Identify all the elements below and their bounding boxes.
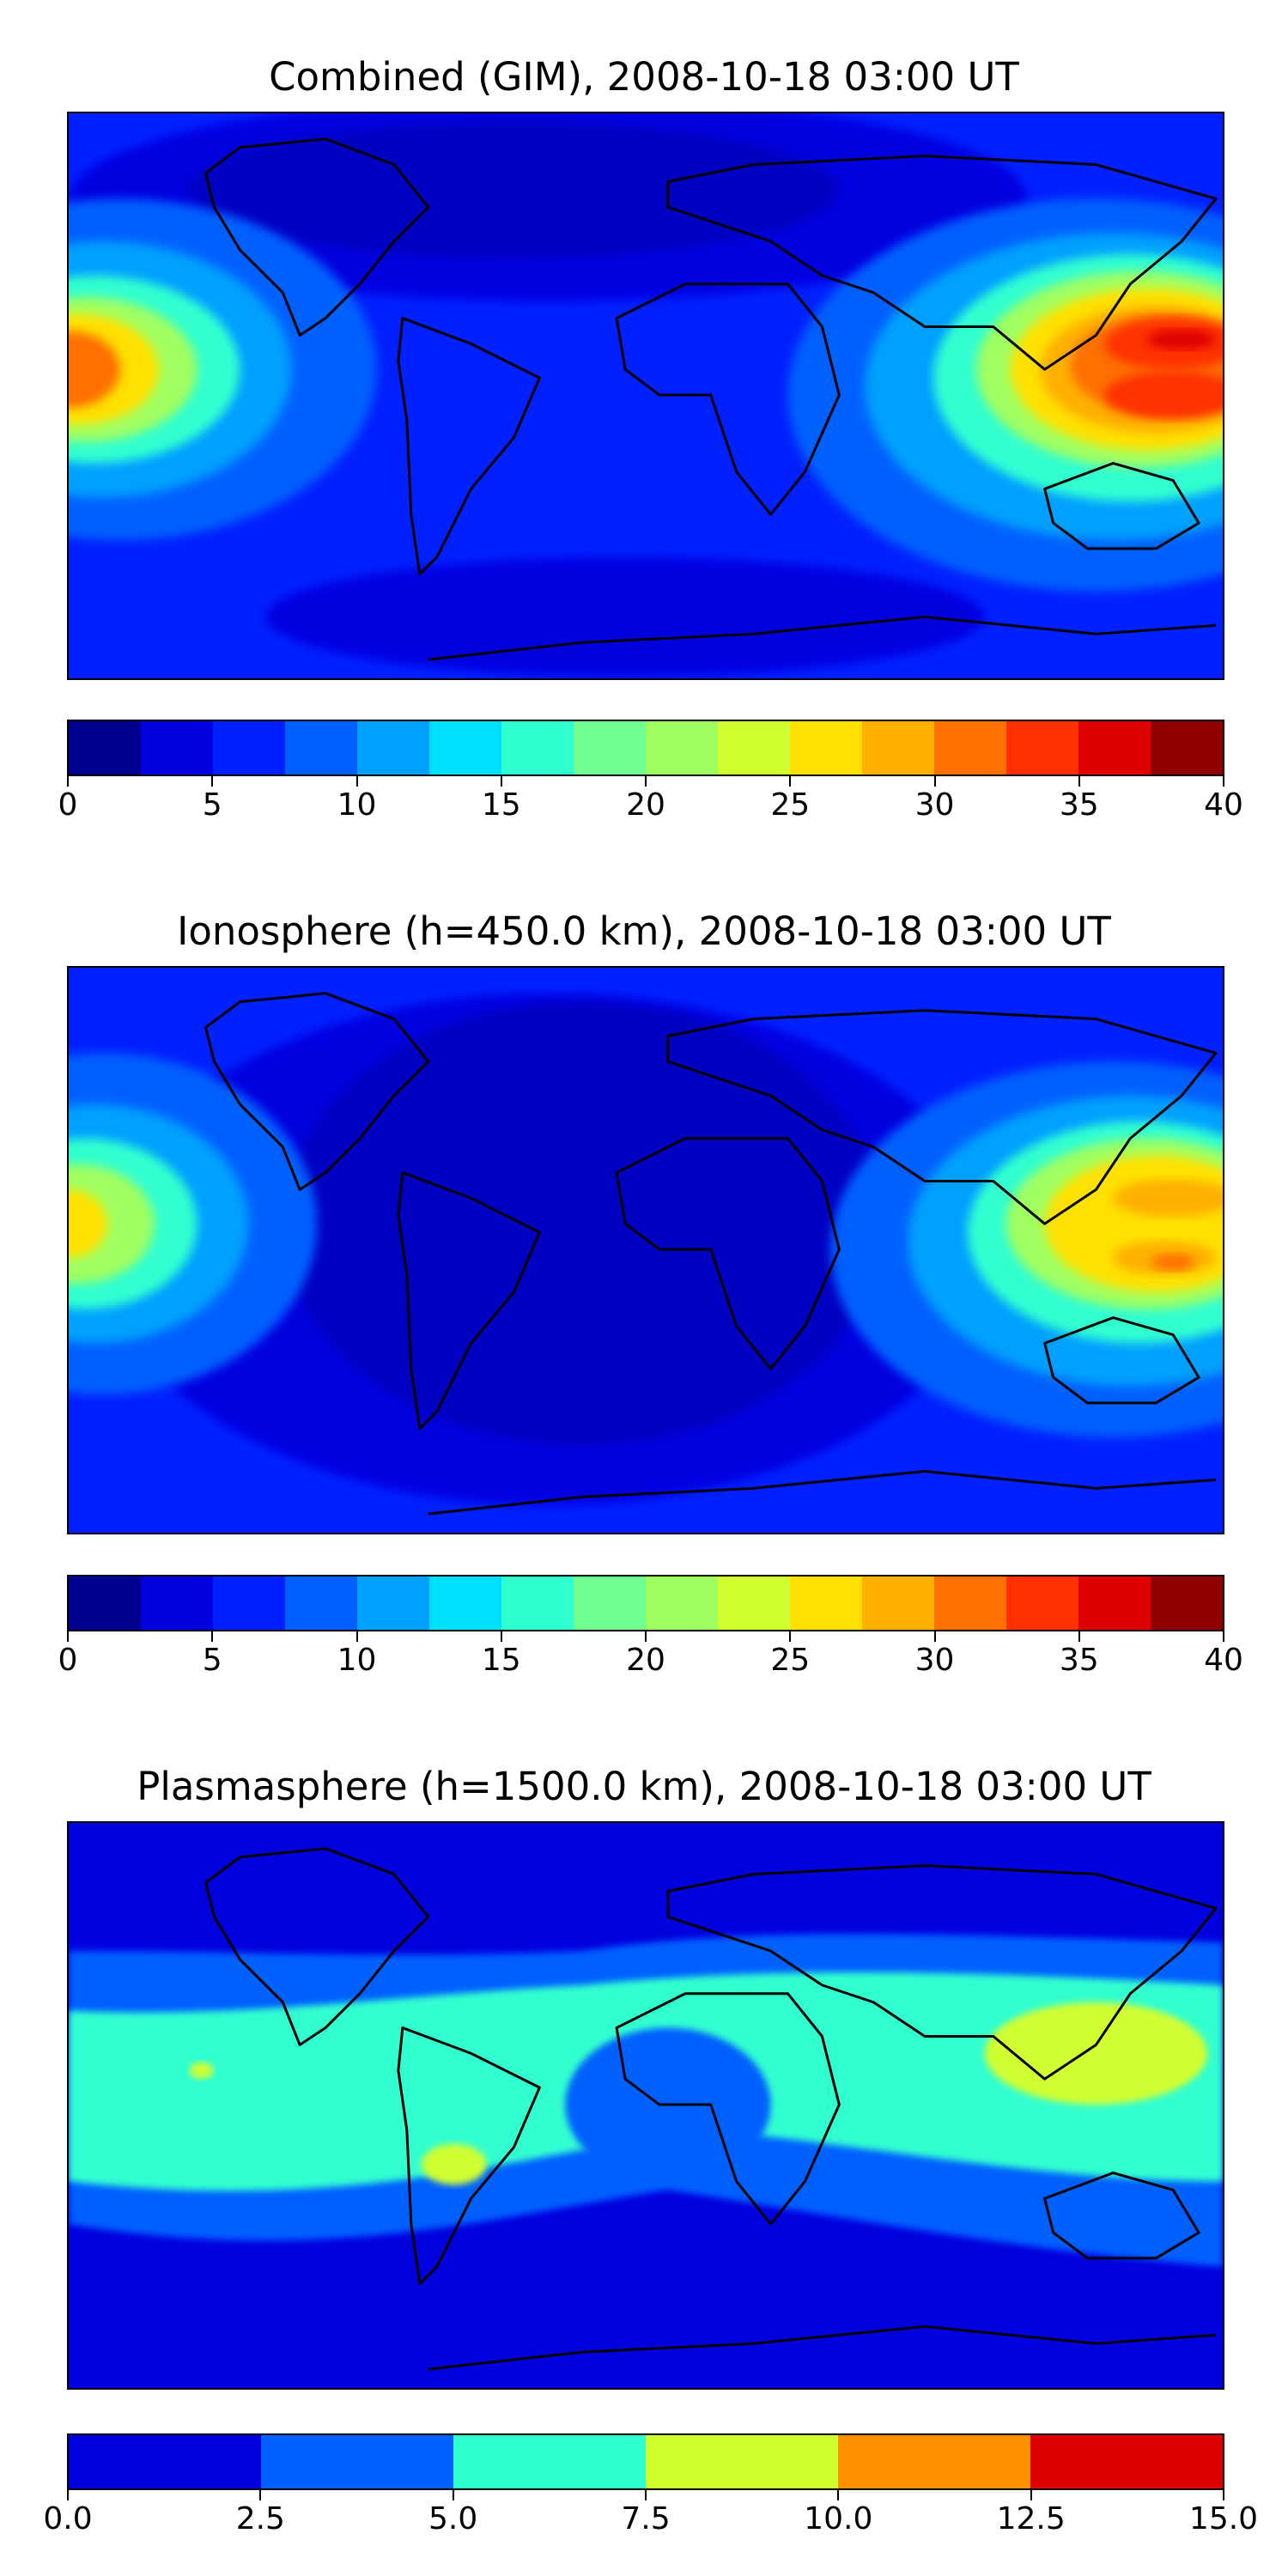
colorbar-tick xyxy=(1078,1631,1080,1642)
map-combined-gim xyxy=(67,112,1224,680)
colorbar-tick xyxy=(1223,776,1224,787)
colorbar-tick xyxy=(500,1631,502,1642)
map-title-combined: Combined (GIM), 2008-10-18 03:00 UT xyxy=(269,54,1019,100)
colorbar-tick-label: 30 xyxy=(914,1643,955,1678)
colorbar-swatch xyxy=(646,2435,838,2488)
colorbar-tick-label: 35 xyxy=(1059,787,1099,823)
colorbar-tick-label: 40 xyxy=(1204,1643,1243,1678)
colorbar-tick xyxy=(259,2490,262,2500)
colorbar-swatch xyxy=(285,721,357,775)
colorbar-swatch xyxy=(574,721,646,775)
colorbar-swatch xyxy=(1006,721,1078,775)
colorbar-combined xyxy=(67,720,1224,776)
colorbar-plasmasphere xyxy=(67,2433,1224,2490)
map-title-plasmasphere: Plasmasphere (h=1500.0 km), 2008-10-18 0… xyxy=(137,1764,1151,1809)
colorbar-tick xyxy=(1078,776,1080,787)
colorbar-tick-label: 15 xyxy=(481,787,521,823)
colorbar-swatch xyxy=(501,721,574,775)
colorbar-tick xyxy=(67,1631,69,1642)
colorbar-swatch xyxy=(429,1577,501,1630)
colorbar-swatch xyxy=(285,1577,357,1630)
colorbar-swatch xyxy=(646,1577,718,1630)
colorbar-tick xyxy=(1223,2490,1224,2500)
colorbar-swatch xyxy=(213,721,285,775)
colorbar-tick xyxy=(355,1631,358,1642)
colorbar-swatch xyxy=(69,1577,141,1630)
colorbar-tick-label: 5 xyxy=(202,1643,222,1678)
colorbar-swatch xyxy=(934,721,1006,775)
colorbar-tick xyxy=(645,2490,647,2500)
colorbar-tick-label: 25 xyxy=(770,787,811,823)
colorbar-swatch xyxy=(790,721,862,775)
colorbar-tick-label: 40 xyxy=(1204,787,1243,823)
colorbar-swatch xyxy=(141,1577,213,1630)
colorbar-swatch xyxy=(357,721,429,775)
colorbar-swatch xyxy=(862,721,934,775)
colorbar-swatch xyxy=(934,1577,1006,1630)
colorbar-tick xyxy=(1223,1631,1224,1642)
colorbar-tick xyxy=(645,1631,647,1642)
colorbar-swatch xyxy=(1151,721,1223,775)
colorbar-swatch xyxy=(718,721,790,775)
colorbar-tick xyxy=(933,1631,936,1642)
colorbar-swatch xyxy=(357,1577,429,1630)
colorbar-tick xyxy=(67,2490,69,2500)
colorbar-tick-label: 0.0 xyxy=(43,2501,93,2537)
colorbar-tick-label: 10 xyxy=(337,1643,377,1678)
colorbar-swatch xyxy=(646,721,718,775)
colorbar-tick-label: 7.5 xyxy=(621,2501,671,2537)
map-plasmasphere xyxy=(67,1821,1224,2390)
colorbar-swatch xyxy=(574,1577,646,1630)
colorbar-tick xyxy=(500,776,502,787)
colorbar-swatch xyxy=(1078,1577,1151,1630)
colorbar-tick-label: 35 xyxy=(1059,1643,1099,1678)
colorbar-tick-label: 0 xyxy=(58,1643,78,1678)
colorbar-tick-label: 5 xyxy=(202,787,222,823)
colorbar-tick-label: 5.0 xyxy=(428,2501,478,2537)
colorbar-swatch xyxy=(69,721,141,775)
colorbar-swatch xyxy=(1006,1577,1078,1630)
colorbar-tick xyxy=(645,776,647,787)
colorbar-swatch xyxy=(501,1577,574,1630)
colorbar-swatch xyxy=(1151,1577,1223,1630)
colorbar-swatch xyxy=(429,721,501,775)
colorbar-tick xyxy=(933,776,936,787)
colorbar-tick xyxy=(789,1631,792,1642)
colorbar-swatch xyxy=(862,1577,934,1630)
colorbar-tick xyxy=(452,2490,454,2500)
colorbar-swatch xyxy=(69,2435,261,2488)
colorbar-tick-label: 15.0 xyxy=(1188,2501,1259,2537)
colorbar-tick xyxy=(211,1631,214,1642)
colorbar-tick-label: 25 xyxy=(770,1643,811,1678)
colorbar-swatch xyxy=(261,2435,453,2488)
colorbar-tick xyxy=(211,776,214,787)
colorbar-swatch xyxy=(1078,721,1151,775)
colorbar-ionosphere xyxy=(67,1575,1224,1631)
colorbar-tick-label: 10 xyxy=(337,787,377,823)
colorbar-tick xyxy=(355,776,358,787)
colorbar-tick-label: 30 xyxy=(914,787,955,823)
colorbar-swatch xyxy=(141,721,213,775)
colorbar-tick-label: 15 xyxy=(481,1643,521,1678)
colorbar-swatch xyxy=(1030,2435,1223,2488)
colorbar-tick xyxy=(837,2490,840,2500)
colorbar-swatch xyxy=(213,1577,285,1630)
colorbar-swatch xyxy=(838,2435,1030,2488)
map-title-ionosphere: Ionosphere (h=450.0 km), 2008-10-18 03:0… xyxy=(177,908,1111,954)
colorbar-swatch xyxy=(718,1577,790,1630)
colorbar-tick-label: 0 xyxy=(58,787,78,823)
colorbar-swatch xyxy=(790,1577,862,1630)
colorbar-tick xyxy=(1030,2490,1032,2500)
colorbar-tick-label: 20 xyxy=(626,1643,665,1678)
colorbar-tick xyxy=(789,776,792,787)
colorbar-tick-label: 12.5 xyxy=(996,2501,1066,2537)
colorbar-tick-label: 20 xyxy=(626,787,665,823)
colorbar-tick-label: 2.5 xyxy=(235,2501,285,2537)
colorbar-tick xyxy=(67,776,69,787)
colorbar-tick-label: 10.0 xyxy=(804,2501,873,2537)
colorbar-swatch xyxy=(453,2435,646,2488)
map-ionosphere xyxy=(67,966,1224,1534)
